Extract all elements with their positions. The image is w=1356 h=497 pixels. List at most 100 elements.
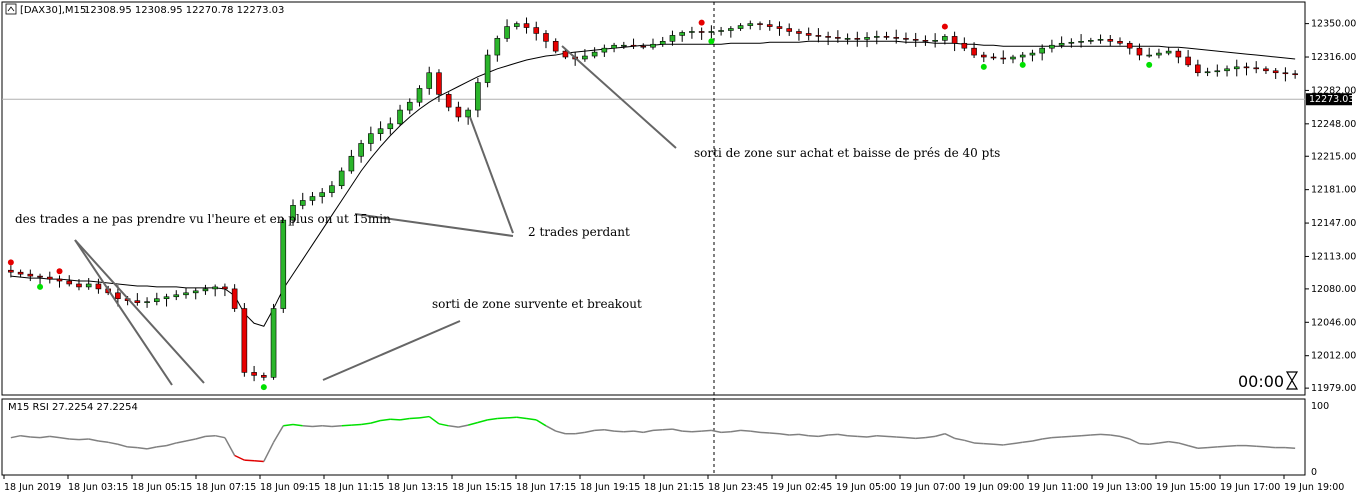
rsi-segment — [244, 459, 255, 462]
candle-body — [611, 44, 617, 49]
rsi-segment — [740, 429, 751, 432]
rsi-segment — [555, 430, 566, 435]
candle-body — [659, 40, 666, 45]
candle-body — [387, 123, 394, 130]
rsi-axis: 100 0 — [1311, 401, 1329, 478]
candle-body — [903, 38, 909, 40]
price-tick-label: 12113.00 — [1311, 251, 1356, 262]
candle-body — [708, 31, 715, 33]
rsi-segment — [507, 416, 517, 419]
rsi-header: M15 RSI 27.2254 27.2254 — [8, 402, 138, 413]
rsi-segment — [721, 430, 731, 434]
hourglass-icon — [1285, 371, 1299, 390]
candle-body — [154, 298, 160, 302]
rsi-segment — [176, 440, 187, 444]
ohlc-header: 12308.95 12308.95 12270.78 12273.03 — [84, 5, 284, 16]
rsi-segment — [1265, 446, 1276, 449]
rsi-segment — [964, 439, 975, 444]
candle-body — [513, 23, 520, 27]
candle-body — [319, 192, 326, 197]
rsi-segment — [1051, 436, 1062, 439]
candles — [8, 17, 1298, 382]
rsi-segment — [185, 438, 196, 442]
candle-body — [776, 26, 783, 29]
candle-body — [436, 72, 442, 95]
rsi-segment — [1178, 442, 1189, 447]
rsi-segment — [672, 428, 683, 432]
candle-body — [299, 200, 306, 206]
price-tick-label: 12350.00 — [1311, 19, 1356, 30]
rsi-segment — [137, 446, 148, 450]
rsi-segment — [234, 454, 245, 461]
candle-body — [737, 25, 744, 29]
rsi-segment — [98, 440, 109, 444]
candle-body — [192, 290, 199, 294]
candle-body — [835, 37, 841, 39]
rsi-segment — [1110, 434, 1121, 438]
candle-body — [912, 39, 919, 41]
rsi-segment — [1022, 440, 1033, 444]
rsi-segment — [1246, 444, 1257, 448]
time-axis: 18 Jun 2019 18 Jun 03:15 18 Jun 05:15 18 Ju… — [3, 475, 1344, 493]
price-tick-label: 12147.00 — [1311, 218, 1356, 229]
price-tick-label: 12282.00 — [1311, 85, 1356, 96]
candle-body — [523, 23, 530, 28]
candle-body — [46, 276, 53, 280]
candle-body — [27, 273, 34, 277]
rsi-segment — [448, 425, 459, 428]
rsi-segment — [1090, 433, 1101, 436]
candle-body — [406, 101, 413, 111]
rsi-segment — [857, 435, 868, 438]
rsi-segment — [1032, 438, 1043, 442]
time-tick-label: 19 Jun 02:45 — [772, 482, 832, 493]
rsi-segment — [575, 431, 585, 435]
chart-menu-icon[interactable] — [5, 3, 17, 15]
rsi-segment — [818, 434, 829, 438]
rsi-segment — [146, 446, 157, 450]
candle-body — [1224, 68, 1230, 72]
candle-body — [280, 219, 287, 309]
candle-body — [445, 94, 452, 108]
price-tick-label: 12080.00 — [1311, 284, 1356, 295]
rsi-segment — [944, 433, 955, 440]
rsi-segment — [652, 429, 663, 432]
rsi-segment — [1061, 435, 1072, 438]
candle-body — [397, 109, 403, 125]
rsi-segment — [614, 430, 624, 433]
rsi-segment — [993, 443, 1004, 446]
signal-dot — [7, 259, 14, 266]
candle-body — [173, 294, 180, 298]
rsi-segment — [361, 422, 371, 426]
time-tick-label: 19 Jun 11:00 — [1028, 482, 1088, 493]
candle-body — [290, 205, 296, 221]
signal-dot — [1019, 61, 1026, 68]
candle-body — [1146, 54, 1152, 57]
candle-body — [805, 33, 812, 36]
rsi-segment — [20, 434, 31, 438]
candle-body — [1058, 42, 1065, 46]
candle-body — [679, 32, 685, 36]
arrow-line-f — [561, 45, 677, 149]
rsi-segment — [604, 429, 615, 432]
annotation-arrows — [74, 45, 677, 386]
candle-timer: 00:00 — [1238, 372, 1284, 391]
candle-body — [1136, 47, 1143, 56]
candle-body — [37, 275, 43, 278]
time-tick-label: 19 Jun 19:00 — [1284, 482, 1344, 493]
candle-body — [543, 33, 549, 42]
rsi-segment — [263, 441, 275, 462]
rsi-segment — [380, 418, 391, 422]
candle-body — [971, 47, 977, 56]
candle-body — [309, 196, 316, 201]
candle-body — [1195, 64, 1201, 74]
time-tick-label: 19 Jun 15:00 — [1156, 482, 1216, 493]
rsi-segment — [10, 434, 21, 439]
candle-body — [1068, 41, 1075, 44]
rsi-segment — [390, 418, 401, 421]
signal-dot — [56, 268, 63, 275]
rsi-segment — [1100, 433, 1111, 436]
rsi-segment — [789, 433, 799, 436]
rsi-segment — [837, 433, 848, 437]
candle-body — [728, 28, 734, 31]
candle-body — [338, 170, 345, 187]
